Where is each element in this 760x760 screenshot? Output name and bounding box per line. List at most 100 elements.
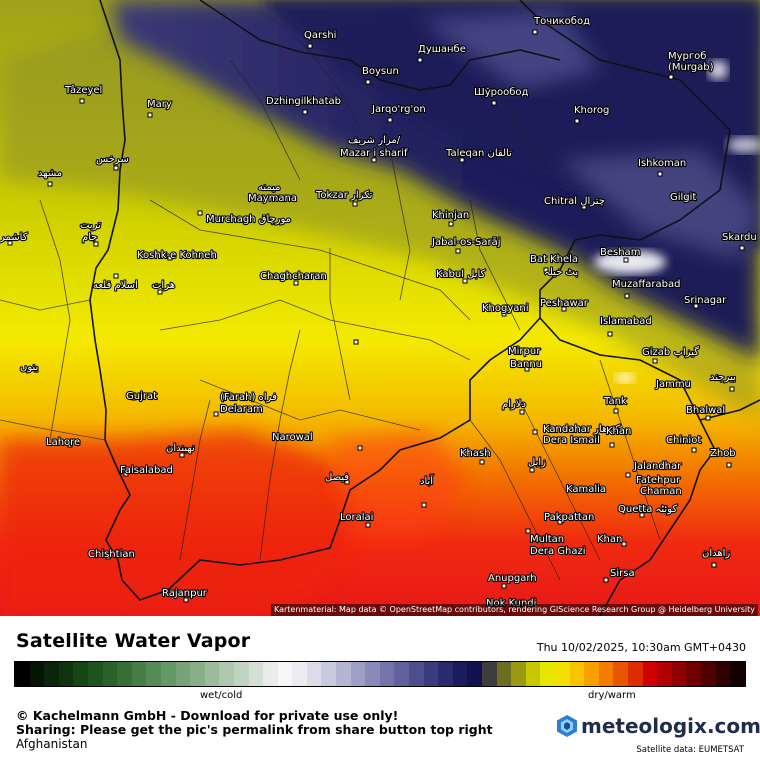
city-marker xyxy=(639,512,645,518)
color-scale-step xyxy=(657,662,672,686)
city-label: Dera Ghazi xyxy=(530,546,586,557)
color-scale-step xyxy=(44,662,59,686)
city-marker xyxy=(613,408,619,414)
brand-name: meteologix.com xyxy=(581,714,760,738)
city-marker xyxy=(682,194,688,200)
city-marker xyxy=(729,386,735,392)
city-label: Chishtian xyxy=(88,549,135,560)
city-marker xyxy=(581,204,587,210)
color-scale-step xyxy=(540,662,555,686)
city-label: Jarqo'rg'on xyxy=(371,104,426,115)
sharing-notice: Sharing: Please get the pic's permalink … xyxy=(16,722,493,737)
city-label: اسلام قلعه xyxy=(93,280,138,291)
city-marker xyxy=(652,358,658,364)
city-label: Dera Ismail xyxy=(543,435,600,446)
city-marker xyxy=(387,117,393,123)
city-marker xyxy=(668,74,674,80)
city-marker xyxy=(7,240,13,246)
cloud-cluster xyxy=(594,250,666,274)
color-scale-step xyxy=(409,662,424,686)
city-label: زاهدان xyxy=(702,548,730,559)
city-marker xyxy=(621,541,627,547)
city-label: Quetta کوئٹہ xyxy=(618,504,677,515)
city-label: Khash xyxy=(460,448,491,459)
city-label: Tokzar تکزار xyxy=(315,190,373,201)
city-marker xyxy=(491,100,497,106)
map-canvas: Qarshi Душанбе Точикобод Tâzeyel Mary Boysun D… xyxy=(0,0,760,616)
city-label: تربت xyxy=(80,220,101,231)
city-label: بٹ خیلہ xyxy=(544,267,578,278)
color-scale-step xyxy=(190,662,205,686)
city-label: سرخس xyxy=(96,154,129,165)
city-label: زابل xyxy=(528,457,546,468)
city-label: هرات xyxy=(152,280,175,291)
city-label: Multan xyxy=(530,534,564,545)
city-marker xyxy=(157,289,163,295)
color-scale-step xyxy=(204,662,220,686)
city-marker xyxy=(574,118,580,124)
city-marker xyxy=(307,43,313,49)
city-label: Loralai xyxy=(340,512,373,523)
color-scale-step xyxy=(482,662,497,686)
city-marker xyxy=(561,306,567,312)
city-label: Qarshi xyxy=(304,30,336,41)
city-marker xyxy=(532,29,538,35)
city-marker xyxy=(357,445,363,451)
city-label: Kandahar کندهار xyxy=(543,424,621,435)
city-marker xyxy=(167,255,173,261)
city-label: Jabal-os-Sarāj xyxy=(431,237,501,248)
color-scale-step xyxy=(233,662,249,686)
city-label: Шўрообод xyxy=(474,86,528,98)
city-label: Душанбе xyxy=(418,44,466,55)
color-scale-step xyxy=(146,662,161,686)
color-scale-step xyxy=(219,662,234,686)
color-scale-step xyxy=(15,662,30,686)
region-name: Afghanistan xyxy=(16,737,88,751)
color-scale-step xyxy=(730,662,745,686)
city-label: Khinjan xyxy=(432,210,469,221)
city-label: Maymana xyxy=(248,193,297,204)
city-marker xyxy=(705,415,711,421)
city-marker xyxy=(501,311,507,317)
color-scale-step xyxy=(379,662,395,686)
city-label: Mirpur xyxy=(508,346,541,357)
city-label: Gujrat xyxy=(126,391,157,402)
color-scale-step xyxy=(686,662,701,686)
city-label: Chiniot xyxy=(666,435,701,446)
brand-logo[interactable]: meteologix.com xyxy=(556,714,760,738)
color-scale-step xyxy=(321,662,337,686)
city-marker xyxy=(603,577,609,583)
color-scale-step xyxy=(175,662,191,686)
city-label: Murchagh مورچاق xyxy=(206,214,291,225)
city-marker xyxy=(352,201,358,207)
city-label: آباد xyxy=(420,474,434,487)
city-marker xyxy=(501,583,507,589)
city-label: Kabul کابل xyxy=(436,269,486,280)
city-label: Narowal xyxy=(272,432,313,443)
city-marker xyxy=(525,528,531,534)
city-marker xyxy=(113,165,119,171)
hexagon-logo-icon xyxy=(557,715,577,737)
city-label: جام xyxy=(82,232,97,243)
city-label: میمنه xyxy=(258,182,281,193)
color-scale-step xyxy=(102,662,118,686)
city-label: Ishkoman xyxy=(638,158,686,169)
city-marker xyxy=(623,257,629,263)
color-scale-step xyxy=(613,662,628,686)
color-scale-step xyxy=(29,662,45,686)
city-label: Bat Khela xyxy=(530,254,578,265)
city-marker xyxy=(448,221,454,227)
city-marker xyxy=(597,487,603,493)
city-label: Tank xyxy=(603,396,627,407)
city-label: Khan xyxy=(606,426,631,437)
color-scale-step xyxy=(554,662,570,686)
city-label: Skardu xyxy=(722,232,757,243)
city-marker xyxy=(532,429,538,435)
color-scale-step xyxy=(394,662,410,686)
city-marker xyxy=(353,339,359,345)
city-label: Mary xyxy=(147,99,172,110)
color-scale-step xyxy=(700,662,716,686)
city-marker xyxy=(131,395,137,401)
color-scale-step xyxy=(627,662,643,686)
city-marker xyxy=(278,194,284,200)
